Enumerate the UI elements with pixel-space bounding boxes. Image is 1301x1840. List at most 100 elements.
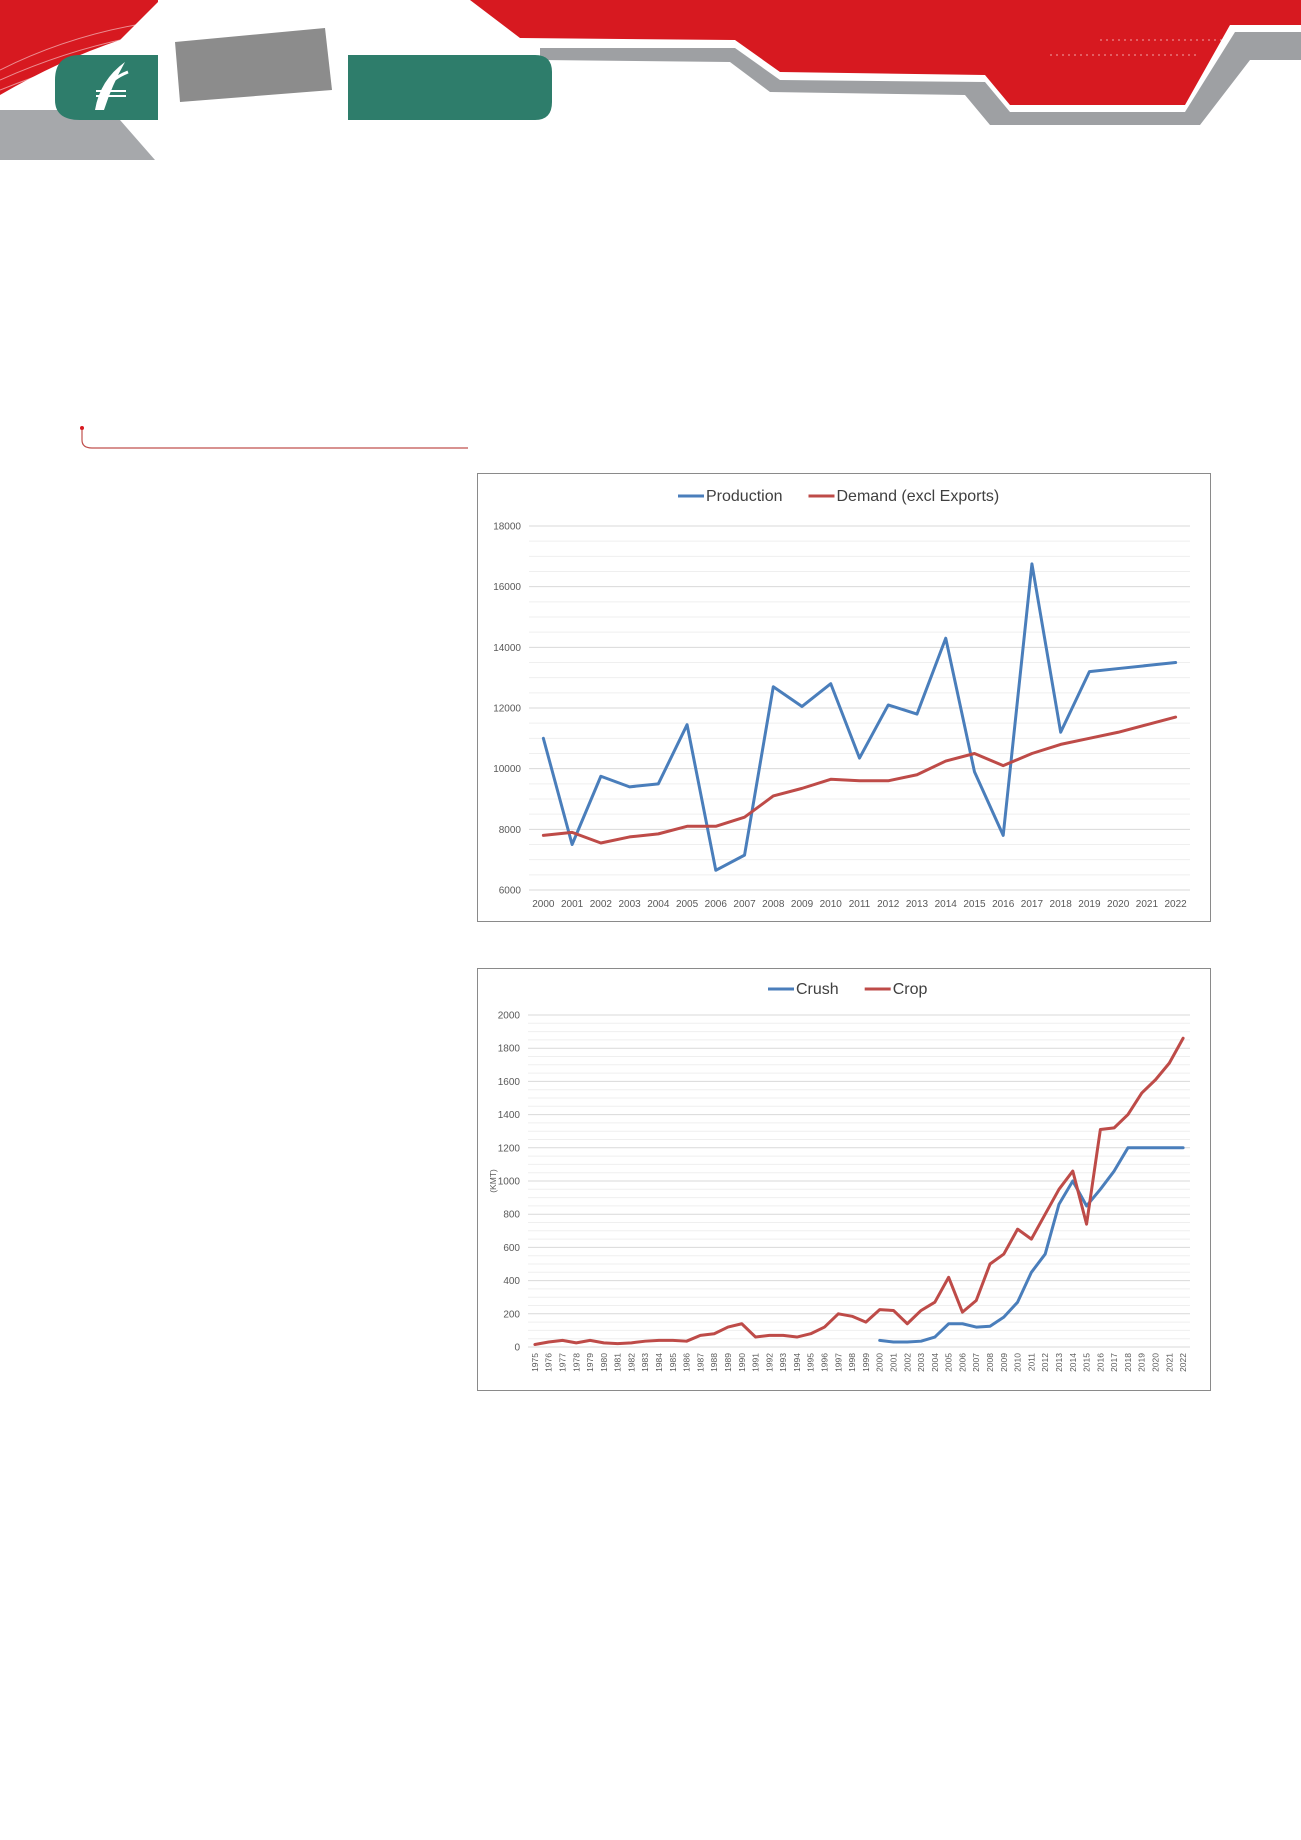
x-tick-label: 1983 — [640, 1353, 650, 1372]
x-tick-label: 2017 — [1109, 1353, 1119, 1372]
grey-band — [540, 32, 1301, 125]
x-tick-label: 2015 — [1082, 1353, 1092, 1372]
x-tick-label: 2008 — [762, 899, 785, 910]
x-tick-label: 2003 — [618, 899, 641, 910]
x-tick-label: 2011 — [1026, 1353, 1036, 1372]
x-tick-label: 2004 — [930, 1353, 940, 1372]
y-tick-label: 2000 — [498, 1011, 521, 1022]
series-line-crush — [878, 1146, 1185, 1344]
red-band — [0, 0, 1301, 105]
x-tick-label: 2012 — [877, 899, 900, 910]
y-tick-label: 18000 — [493, 522, 521, 533]
x-tick-label: 2020 — [1151, 1353, 1161, 1372]
x-tick-label: 2015 — [963, 899, 986, 910]
x-tick-label: 1995 — [806, 1353, 816, 1372]
x-tick-label: 1986 — [682, 1353, 692, 1372]
x-tick-label: 2016 — [1095, 1353, 1105, 1372]
x-tick-label: 2007 — [971, 1353, 981, 1372]
x-tick-label: 1992 — [764, 1353, 774, 1372]
x-tick-label: 2016 — [992, 899, 1015, 910]
x-tick-label: 2021 — [1164, 1353, 1174, 1372]
x-tick-label: 2010 — [1013, 1353, 1023, 1372]
series-line-crop — [533, 1036, 1185, 1347]
x-tick-label: 2012 — [1040, 1353, 1050, 1372]
x-tick-label: 2000 — [532, 899, 555, 910]
legend-label: Crop — [893, 981, 928, 998]
x-tick-label: 1996 — [820, 1353, 830, 1372]
legend-label: Demand (excl Exports) — [837, 488, 1000, 505]
section-divider — [80, 426, 468, 449]
x-tick-label: 2022 — [1178, 1353, 1188, 1372]
x-tick-label: 2010 — [820, 899, 843, 910]
legend-label: Production — [706, 488, 783, 505]
x-tick-label: 1991 — [751, 1353, 761, 1372]
y-tick-label: 1800 — [498, 1044, 521, 1055]
page-header-banner — [0, 0, 1301, 170]
x-tick-label: 2006 — [705, 899, 728, 910]
x-tick-label: 1993 — [778, 1353, 788, 1372]
x-tick-label: 2020 — [1107, 899, 1130, 910]
x-tick-label: 2003 — [916, 1353, 926, 1372]
y-tick-label: 200 — [503, 1309, 520, 1320]
x-tick-label: 2013 — [1054, 1353, 1064, 1372]
x-tick-label: 1998 — [847, 1353, 857, 1372]
x-tick-label: 2001 — [561, 899, 584, 910]
y-tick-label: 800 — [503, 1210, 520, 1221]
leaf-logo-icon — [95, 62, 129, 110]
x-tick-label: 1977 — [557, 1353, 567, 1372]
x-tick-label: 1997 — [833, 1353, 843, 1372]
y-tick-label: 14000 — [493, 643, 521, 654]
x-tick-label: 1987 — [695, 1353, 705, 1372]
x-tick-label: 2014 — [1068, 1353, 1078, 1372]
x-tick-label: 2019 — [1137, 1353, 1147, 1372]
x-tick-label: 2021 — [1136, 899, 1159, 910]
header-graphic — [0, 0, 1301, 160]
x-tick-label: 2005 — [944, 1353, 954, 1372]
y-tick-label: 0 — [514, 1343, 520, 1354]
x-tick-label: 2009 — [791, 899, 814, 910]
y-tick-label: 1400 — [498, 1110, 521, 1121]
y-tick-label: 1000 — [498, 1177, 521, 1188]
x-tick-label: 2004 — [647, 899, 670, 910]
x-tick-label: 1985 — [668, 1353, 678, 1372]
x-tick-label: 2007 — [733, 899, 756, 910]
x-tick-label: 1984 — [654, 1353, 664, 1372]
y-axis-label: (KMT) — [488, 1169, 498, 1193]
y-tick-label: 600 — [503, 1243, 520, 1254]
y-tick-label: 8000 — [499, 825, 522, 836]
x-tick-label: 2013 — [906, 899, 929, 910]
y-tick-label: 16000 — [493, 582, 521, 593]
x-tick-label: 2006 — [957, 1353, 967, 1372]
x-tick-label: 2009 — [999, 1353, 1009, 1372]
grey-corner — [0, 110, 155, 160]
x-tick-label: 1989 — [723, 1353, 733, 1372]
y-tick-label: 12000 — [493, 704, 521, 715]
x-tick-label: 1979 — [585, 1353, 595, 1372]
x-tick-label: 2000 — [875, 1353, 885, 1372]
series-line-demand-excl-exports — [541, 715, 1178, 845]
x-tick-label: 2002 — [902, 1353, 912, 1372]
x-tick-label: 2022 — [1165, 899, 1188, 910]
legend-label: Crush — [796, 981, 839, 998]
x-tick-label: 1990 — [737, 1353, 747, 1372]
y-tick-label: 1200 — [498, 1143, 521, 1154]
x-tick-label: 2019 — [1078, 899, 1101, 910]
x-tick-label: 2001 — [888, 1353, 898, 1372]
y-tick-label: 400 — [503, 1276, 520, 1287]
crush-crop-chart-svg: 0 200 400 600 800 1000 1200 1400 1600 1800 2000 197… — [488, 981, 1190, 1372]
x-tick-label: 1994 — [792, 1353, 802, 1372]
x-tick-label: 1980 — [599, 1353, 609, 1372]
x-tick-label: 1999 — [861, 1353, 871, 1372]
x-tick-label: 2011 — [849, 899, 871, 910]
x-tick-label: 2005 — [676, 899, 699, 910]
y-tick-label: 1600 — [498, 1077, 521, 1088]
grey-tape-label — [175, 28, 332, 102]
production-demand-chart: 6000 8000 10000 12000 14000 16000 18000 2000 200… — [477, 473, 1211, 922]
x-tick-label: 1975 — [530, 1353, 540, 1372]
x-tick-label: 1978 — [571, 1353, 581, 1372]
red-corner-swoosh — [0, 0, 160, 95]
x-tick-label: 2008 — [985, 1353, 995, 1372]
x-tick-label: 1981 — [613, 1353, 623, 1372]
production-demand-chart-svg: 6000 8000 10000 12000 14000 16000 18000 2000 200… — [493, 488, 1190, 910]
series-line-production — [541, 562, 1178, 872]
